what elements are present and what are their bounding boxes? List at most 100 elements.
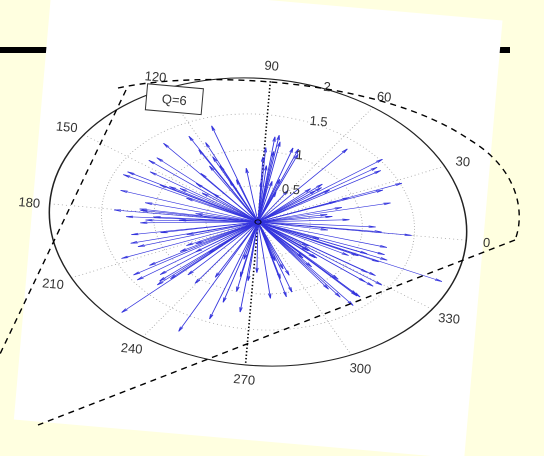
compass-ray xyxy=(257,221,349,256)
compass-ray xyxy=(160,221,259,233)
compass-ray-head xyxy=(159,277,166,282)
compass-ray xyxy=(149,221,259,266)
compass-ray xyxy=(137,221,259,248)
dashed-left-line xyxy=(0,89,127,355)
compass-ray xyxy=(257,221,385,255)
compass-ray-head xyxy=(121,255,129,259)
compass-ray xyxy=(257,148,299,223)
compass-ray-head xyxy=(113,209,122,212)
compass-ray-head xyxy=(243,254,248,260)
compass-ray-head xyxy=(186,242,194,246)
compass-ray xyxy=(257,190,289,223)
compass-ray-head xyxy=(120,190,128,194)
compass-ray xyxy=(178,221,259,332)
compass-ray-head xyxy=(374,230,382,233)
compass-ray-head xyxy=(212,193,220,198)
compass-ray-head xyxy=(276,135,280,141)
compass-ray-head xyxy=(304,188,311,193)
radius-tick-label: 0.5 xyxy=(281,181,300,198)
compass-ray xyxy=(159,221,259,275)
compass-ray-head xyxy=(255,267,259,273)
compass-ray-head xyxy=(294,148,299,154)
angle-grid-line xyxy=(257,78,272,223)
compass-ray-head xyxy=(222,297,227,303)
dashed-projection xyxy=(0,78,520,426)
compass-ray xyxy=(148,160,259,223)
compass-ray xyxy=(179,188,259,223)
compass-ray xyxy=(257,221,304,259)
outer-circle xyxy=(48,77,468,367)
compass-ray-head xyxy=(259,181,263,187)
compass-ray-head xyxy=(325,215,333,219)
compass-ray-head xyxy=(195,240,203,245)
compass-ray xyxy=(201,192,259,223)
compass-ray-head xyxy=(130,241,138,244)
compass-ray xyxy=(139,208,259,223)
compass-ray-head xyxy=(212,156,218,162)
compass-ray xyxy=(257,221,271,299)
compass-ray-head xyxy=(379,244,388,248)
compass-ray-head xyxy=(121,308,128,313)
dashed-top-arc xyxy=(117,78,520,241)
compass-ray xyxy=(257,151,275,223)
compass-ray-head xyxy=(263,147,268,153)
compass-ray xyxy=(194,221,259,284)
compass-ray-head xyxy=(404,233,412,236)
compass-ray-head xyxy=(271,192,277,198)
compass-ray xyxy=(187,221,259,276)
compass-ray xyxy=(170,221,259,280)
compass-ray-head xyxy=(179,188,187,193)
compass-ray xyxy=(239,221,259,313)
compass-ray xyxy=(209,165,259,223)
compass-ray xyxy=(257,221,328,231)
compass-ray xyxy=(145,202,259,223)
center-marker xyxy=(254,219,262,225)
polar-chart xyxy=(48,77,468,367)
compass-ray-head xyxy=(188,136,194,142)
compass-ray xyxy=(257,181,262,223)
angle-tick-label: 270 xyxy=(233,371,256,388)
compass-ray xyxy=(256,221,259,273)
compass-ray-head xyxy=(282,190,289,195)
compass-ray-head xyxy=(394,182,403,187)
compass-ray xyxy=(179,221,259,252)
compass-ray xyxy=(163,143,259,223)
compass-ray-head xyxy=(434,278,443,282)
compass-ray-head xyxy=(139,208,147,211)
compass-ray xyxy=(257,221,354,306)
compass-ray-head xyxy=(186,232,194,235)
compass-ray xyxy=(245,168,259,223)
compass-ray-head xyxy=(308,253,316,259)
compass-ray-head xyxy=(275,179,281,185)
compass-ray xyxy=(257,141,281,223)
compass-ray-head xyxy=(209,314,214,320)
compass-ray-head xyxy=(360,250,368,255)
compass-ray xyxy=(133,221,259,276)
compass-ray-head xyxy=(149,262,157,266)
dashed-bottom-line xyxy=(37,239,516,426)
angle-tick-label: 0 xyxy=(482,235,491,251)
compass-ray-head xyxy=(148,159,156,165)
angle-tick-label: 300 xyxy=(349,360,372,377)
compass-ray xyxy=(257,181,273,223)
compass-ray-head xyxy=(156,157,164,162)
compass-ray-head xyxy=(334,207,343,210)
radius-tick-label: 2 xyxy=(323,79,332,95)
compass-ray-head xyxy=(289,147,294,153)
compass-ray-head xyxy=(214,272,220,278)
compass-ray-head xyxy=(260,156,265,162)
compass-ray xyxy=(257,219,350,223)
angle-tick-label: 240 xyxy=(120,340,143,357)
compass-ray-head xyxy=(186,197,194,202)
compass-ray-head xyxy=(236,286,240,292)
compass-ray-head xyxy=(211,125,216,131)
compass-ray xyxy=(159,184,259,223)
compass-ray-head xyxy=(125,215,134,219)
compass-ray-head xyxy=(316,183,323,189)
compass-ray-head xyxy=(366,282,374,287)
compass-ray xyxy=(257,221,374,287)
compass-ray-head xyxy=(136,276,144,281)
compass-ray xyxy=(257,221,293,293)
compass-ray-head xyxy=(375,189,384,193)
compass-ray xyxy=(257,221,383,286)
